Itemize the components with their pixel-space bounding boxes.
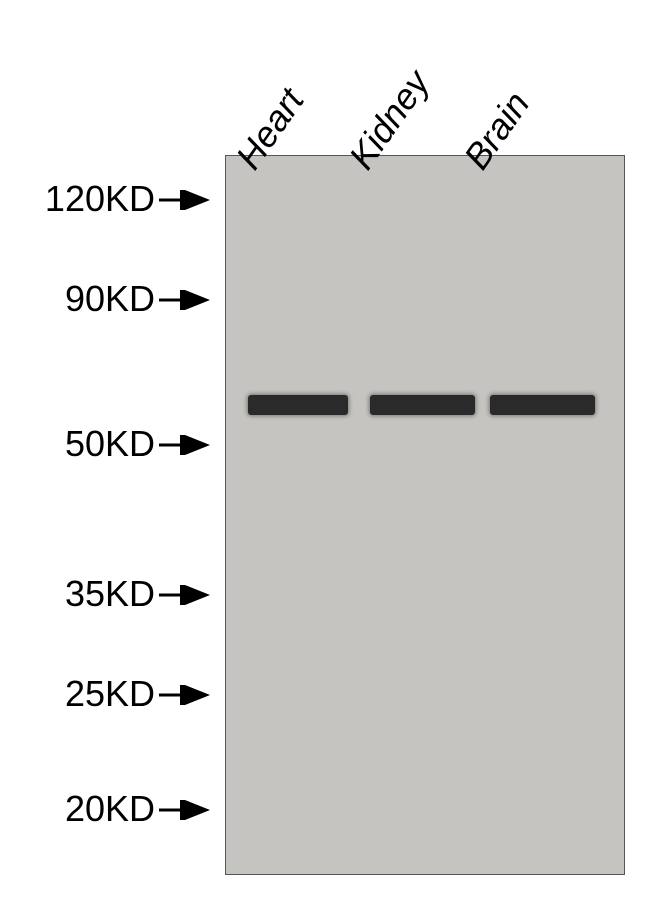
band-heart — [248, 395, 348, 415]
blot-figure: Heart Kidney Brain 120KD 90KD 50KD 35KD … — [0, 0, 650, 908]
marker-20kd: 20KD — [65, 788, 155, 830]
marker-arrow-25kd — [159, 685, 219, 705]
marker-25kd: 25KD — [65, 673, 155, 715]
marker-35kd: 35KD — [65, 573, 155, 615]
marker-120kd: 120KD — [45, 178, 155, 220]
marker-arrow-120kd — [159, 190, 219, 210]
marker-arrow-50kd — [159, 435, 219, 455]
marker-90kd: 90KD — [65, 278, 155, 320]
blot-membrane — [225, 155, 625, 875]
marker-50kd: 50KD — [65, 423, 155, 465]
marker-arrow-35kd — [159, 585, 219, 605]
marker-arrow-90kd — [159, 290, 219, 310]
marker-arrow-20kd — [159, 800, 219, 820]
band-brain — [490, 395, 595, 415]
band-kidney — [370, 395, 475, 415]
